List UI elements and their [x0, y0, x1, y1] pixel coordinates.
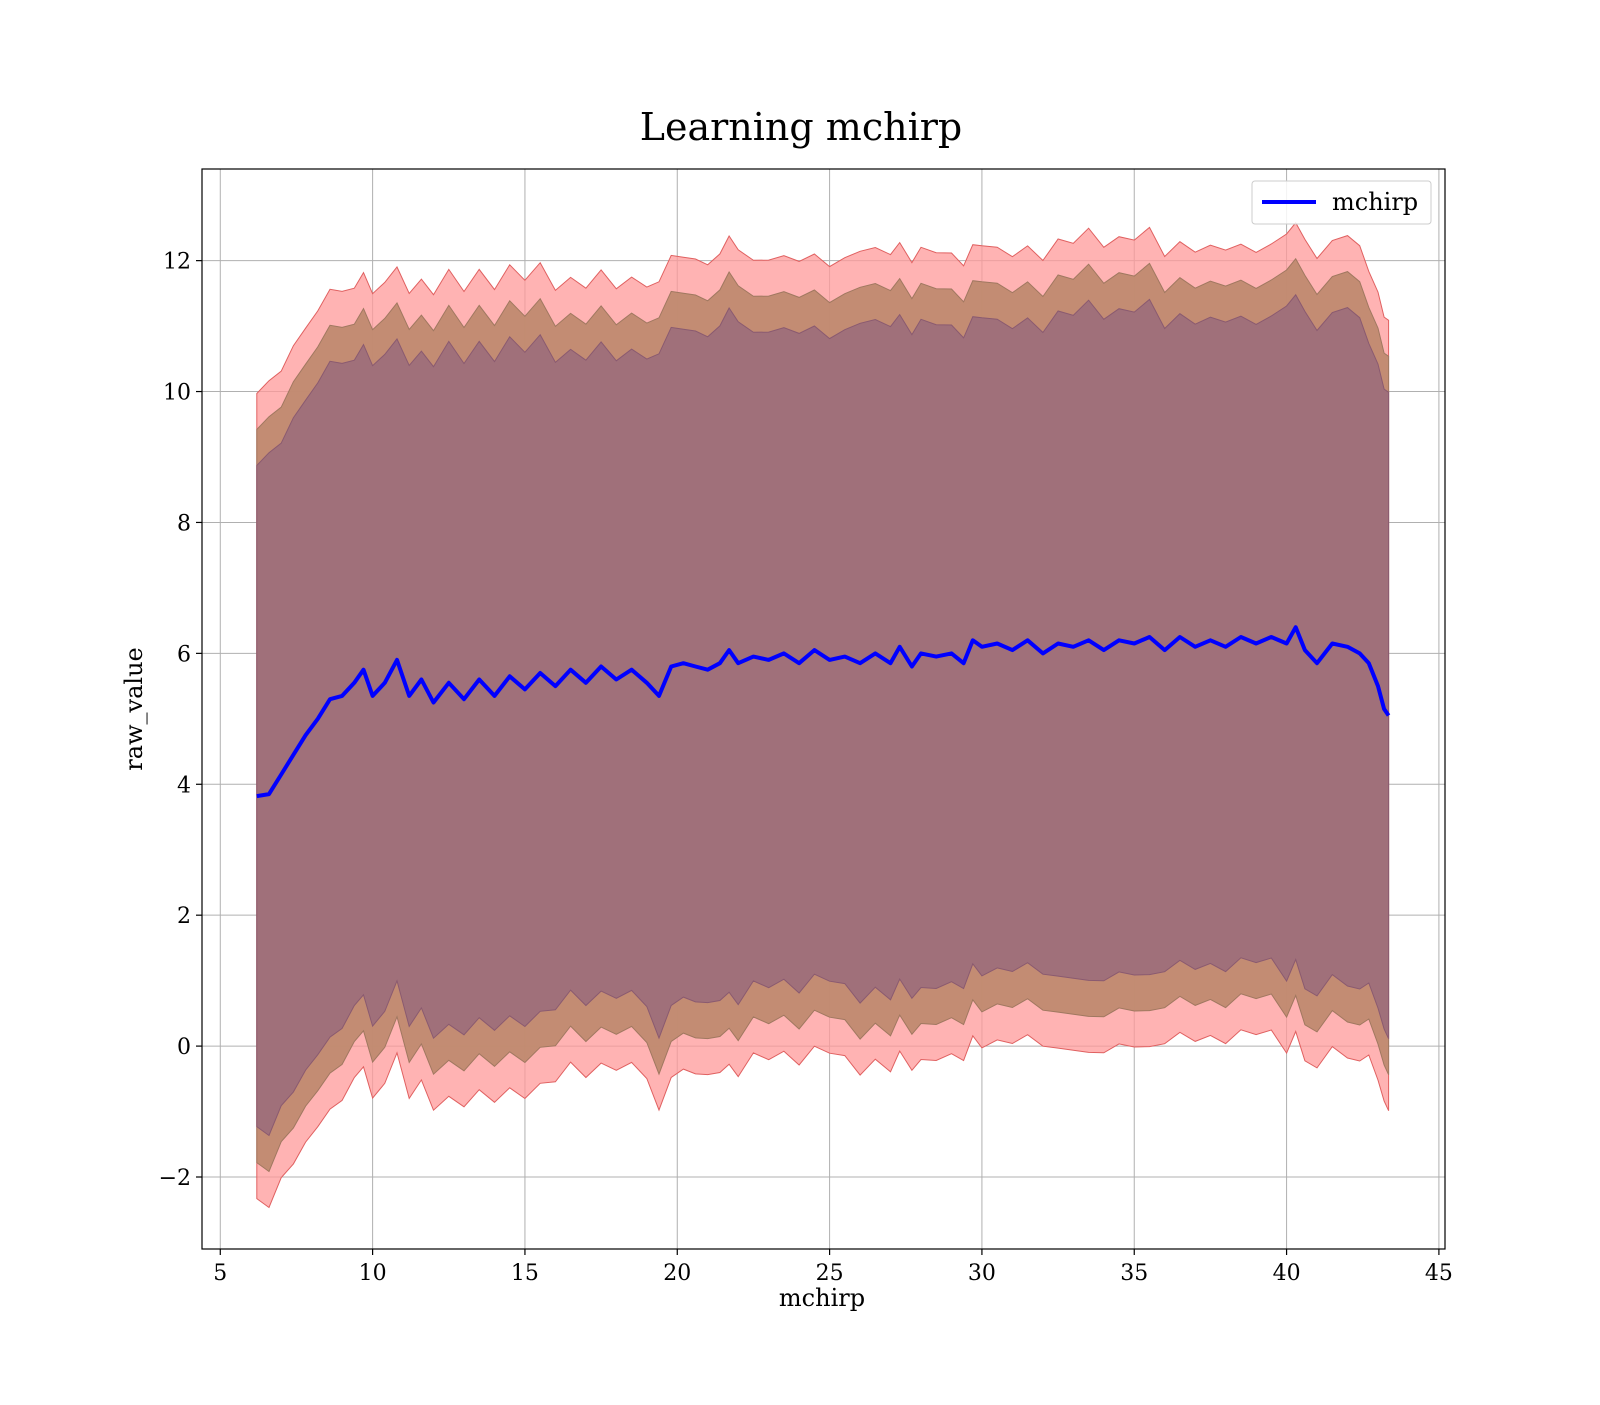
y-axis-label: raw_value — [120, 647, 148, 771]
confidence-bands — [256, 221, 1390, 1209]
series-line-mchirp — [256, 625, 1391, 799]
axis-ticks: 5 10 15 20 25 30 35 40 45 −2 0 2 4 6 8 10 12 — [159, 250, 1453, 1286]
x-tick-label: 45 — [1425, 1261, 1453, 1286]
chart-title: Learning mchirp — [640, 105, 962, 149]
x-axis-label: mchirp — [779, 1284, 865, 1312]
x-tick-label: 40 — [1273, 1261, 1301, 1286]
y-tick-label: −2 — [159, 1166, 191, 1191]
x-tick-label: 35 — [1120, 1261, 1148, 1286]
series-lines — [256, 625, 1391, 799]
plot-frame — [201, 168, 1446, 1250]
band-inner — [256, 293, 1390, 1137]
x-tick-label: 25 — [816, 1261, 844, 1286]
y-tick-label: 6 — [177, 642, 191, 667]
x-tick-label: 10 — [359, 1261, 387, 1286]
legend-label: mchirp — [1332, 188, 1418, 216]
y-tick-label: 4 — [177, 773, 191, 798]
x-tick-label: 15 — [511, 1261, 539, 1286]
x-tick-label: 5 — [213, 1261, 227, 1286]
y-tick-label: 0 — [177, 1035, 191, 1060]
y-tick-label: 10 — [163, 381, 191, 406]
y-tick-label: 2 — [177, 904, 191, 929]
x-tick-label: 20 — [663, 1261, 691, 1286]
x-tick-label: 30 — [968, 1261, 996, 1286]
y-tick-label: 12 — [163, 250, 191, 275]
y-tick-label: 8 — [177, 511, 191, 536]
legend-box — [1251, 180, 1432, 225]
legend: mchirp — [1251, 180, 1432, 225]
